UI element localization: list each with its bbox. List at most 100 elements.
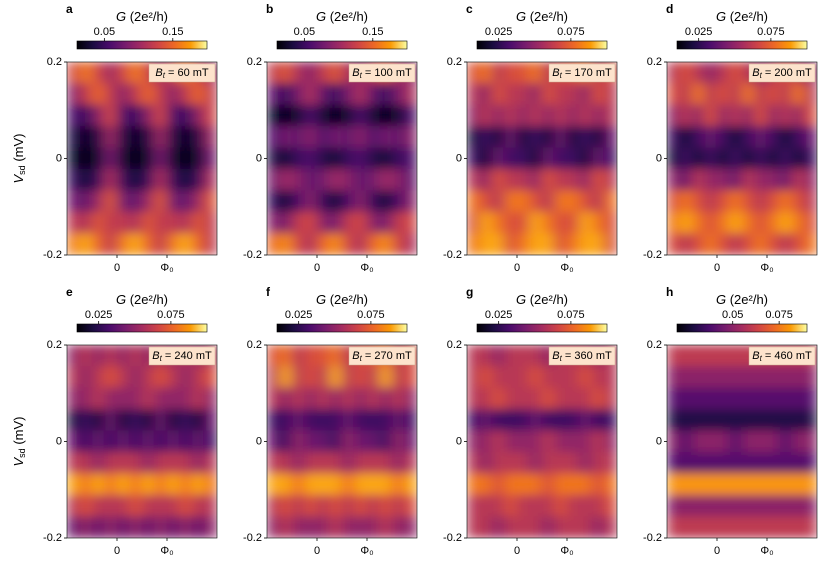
heatmap-cell [741,147,755,170]
heatmap-cells [267,62,417,255]
heatmap-cell [504,409,518,432]
heatmap-cell [391,451,405,474]
heatmap-cell [754,409,768,432]
heatmap-cell [191,211,205,234]
heatmap-cell [366,516,380,538]
heatmap-cell [379,83,393,106]
heatmap-cell [129,62,143,84]
heatmap-cell [291,409,305,432]
heatmap-cell [491,494,505,517]
heatmap-cell [104,147,118,170]
heatmap-cell [129,494,143,517]
heatmap-cell [704,211,718,234]
heatmap-cell [516,451,530,474]
heatmap-cell [554,409,568,432]
heatmap-cell [504,126,518,149]
heatmap-cell [704,190,718,213]
heatmap-cell [291,62,305,84]
heatmap-cells [67,345,217,538]
heatmap-cell [141,168,155,191]
heatmap-cell [516,62,530,84]
heatmap-cell [467,494,480,517]
heatmap-cell [516,473,530,496]
heatmap-cell [91,126,105,149]
heatmap [667,345,817,538]
heatmap-cell [129,83,143,106]
heatmap-cell [354,168,368,191]
colorbar-tick-label: 0.025 [685,26,713,38]
heatmap-cell [529,147,543,170]
heatmap-cell [554,190,568,213]
heatmap-cell [179,211,193,234]
heatmap-cell [366,211,380,234]
heatmap-cell [504,190,518,213]
heatmap-cell [104,473,118,496]
heatmap-cell [704,62,718,84]
heatmap-cell [379,104,393,127]
heatmap-cell [279,233,293,255]
heatmap-cell [591,104,605,127]
heatmap-cells [67,62,217,255]
y-label-symbol: V [11,173,26,183]
y-tick-label: -0.2 [443,532,462,544]
heatmap-cell [67,387,80,410]
heatmap-cell [741,451,755,474]
heatmap-cell [354,473,368,496]
heatmap-cell [391,126,405,149]
heatmap-cell [267,451,280,474]
heatmap-cell [329,451,343,474]
heatmap-cell [467,211,480,234]
heatmap-cell [366,147,380,170]
colorbar-symbol: G [516,9,526,24]
heatmap-cell [467,168,480,191]
heatmap-cell [104,126,118,149]
annotation-text: = 100 mT [362,67,412,79]
heatmap-cell [779,104,793,127]
heatmap-cell [491,387,505,410]
heatmap-cell [516,366,530,389]
heatmap-cell [279,366,293,389]
heatmap-cell [291,430,305,453]
heatmap-cell [279,451,293,474]
heatmap-cell [716,168,730,191]
heatmap-cell [354,211,368,234]
heatmap-cell [704,83,718,106]
heatmap-cell [579,126,593,149]
heatmap-cell [754,366,768,389]
heatmap-cell [316,430,330,453]
heatmap-cell [716,451,730,474]
heatmap-cell [179,494,193,517]
heatmap-cell [79,104,93,127]
heatmap-cell [129,345,143,367]
heatmap-cell [379,211,393,234]
heatmap-cell [541,366,555,389]
heatmap-cell [291,366,305,389]
heatmap-cell [541,83,555,106]
heatmap-cell [304,473,318,496]
heatmap-cell [391,211,405,234]
annotation: Bt = 170 mT [552,67,612,80]
heatmap-cell [766,190,780,213]
annotation-box [548,63,616,83]
heatmap-cell [267,516,280,538]
heatmap-cell [479,190,493,213]
heatmap-cell [166,168,180,191]
heatmap-cell [291,104,305,127]
heatmap-cell [141,387,155,410]
heatmap-cell [779,211,793,234]
annotation-box [148,63,216,83]
heatmap-cell [704,168,718,191]
heatmap-cell [516,83,530,106]
heatmap-cell [791,451,805,474]
heatmap-cell [154,126,168,149]
heatmap-cell [129,147,143,170]
heatmap-cell [67,473,80,496]
heatmap-cell [479,62,493,84]
heatmap-cell [804,387,817,410]
heatmap-cell [754,147,768,170]
heatmap-cell [804,516,817,538]
annotation-box [348,346,416,366]
